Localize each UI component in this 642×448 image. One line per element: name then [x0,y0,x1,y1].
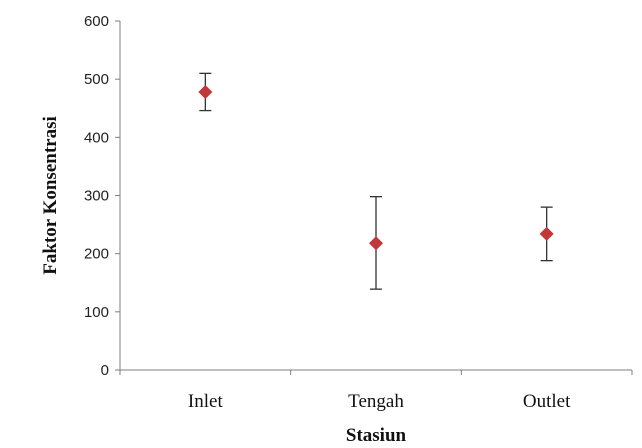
y-tick-label: 100 [84,304,109,321]
data-point-marker [539,226,554,241]
y-tick-label: 600 [84,13,109,30]
x-tick-label: Tengah [348,391,404,412]
y-axis-ticks: 0 100 200 300 400 500 600 [84,13,120,379]
x-axis-title: Stasiun [346,425,407,446]
data-points [198,84,554,251]
x-tick-label: Inlet [188,391,224,412]
y-tick-label: 200 [84,246,109,263]
data-point-marker [198,84,213,99]
error-bars [199,72,553,290]
data-point-marker [369,236,383,251]
y-tick-label: 300 [84,188,109,205]
y-tick-label: 500 [84,71,109,88]
y-tick-label: 400 [84,129,109,146]
x-axis-ticks: Inlet Tengah Outlet [119,370,633,412]
axes [119,21,632,371]
y-tick-label: 0 [101,362,109,379]
x-tick-label: Outlet [523,391,571,412]
y-axis-title: Faktor Konsentrasi [40,116,61,275]
